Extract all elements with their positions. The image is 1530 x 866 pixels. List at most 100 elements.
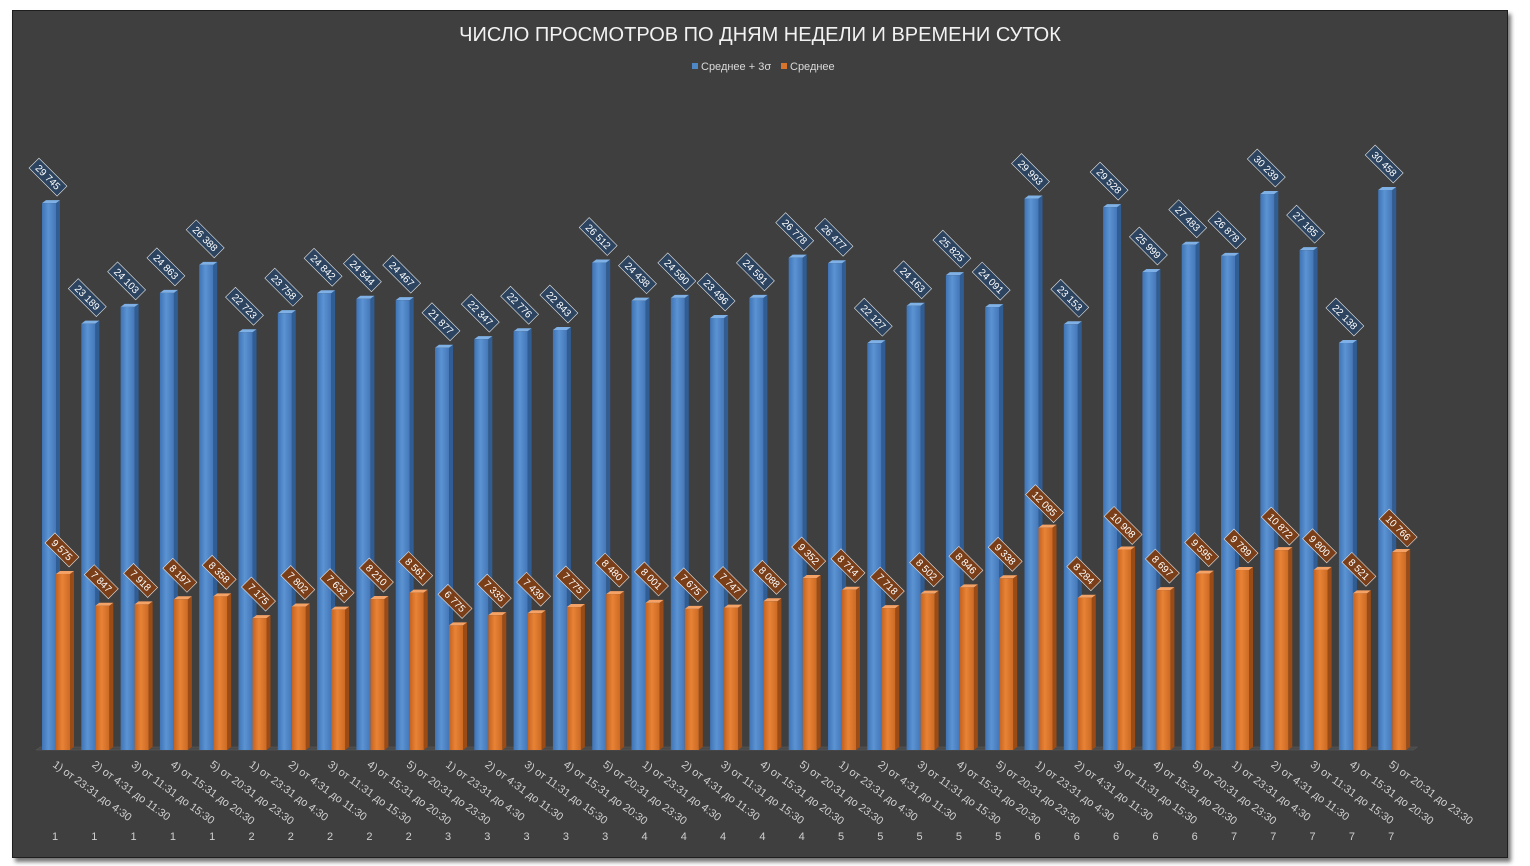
- bar-mean-10-front: [409, 592, 424, 750]
- bar-mean-30-side: [1209, 570, 1214, 750]
- bar-mean-24: [959, 584, 978, 750]
- bar-mean-3sigma-27-top: [1063, 321, 1082, 325]
- bar-mean-29: [1156, 587, 1175, 750]
- bar-mean-3sigma-31-top: [1221, 252, 1239, 256]
- data-label-mean-6: 7 175: [241, 576, 276, 612]
- bar-mean-22: [881, 605, 900, 750]
- bar-mean-15: [606, 591, 625, 750]
- data-label-mean-27-box: [1066, 556, 1102, 592]
- data-label-mean-3sigma-5: 26 388: [185, 219, 225, 259]
- data-label-mean-3sigma-34: 22 138: [1325, 297, 1365, 337]
- data-label-mean-19-box: [752, 559, 787, 595]
- data-label-mean-3sigma-13: 22 776: [500, 285, 539, 325]
- bar-mean-12-front: [488, 615, 503, 750]
- bar-mean-3sigma-35-top: [1378, 187, 1397, 190]
- bar-mean-12: [488, 612, 507, 750]
- bar-mean-30: [1195, 570, 1214, 750]
- bar-mean-28-front: [1117, 549, 1132, 750]
- day-group-label-4: 1: [170, 831, 176, 843]
- bar-mean-32-front: [1274, 550, 1289, 750]
- bar-mean-3sigma-22-front: [867, 343, 882, 750]
- bar-mean-3sigma-17-front: [670, 297, 685, 750]
- data-label-mean-3sigma-17: 24 590: [657, 252, 697, 292]
- bar-mean-35-top: [1392, 549, 1411, 553]
- bar-mean-23-side: [934, 590, 939, 750]
- bar-mean-13-side: [541, 610, 546, 750]
- bar-mean-29-front: [1156, 590, 1171, 750]
- bar-mean-3sigma-20-top: [788, 254, 807, 258]
- bar-mean-26: [1038, 524, 1057, 750]
- bar-mean-28: [1117, 546, 1136, 750]
- data-label-mean-3sigma-27: 23 153: [1050, 278, 1090, 318]
- data-label-mean-22-box: [869, 566, 905, 602]
- data-label-mean-3sigma-7: 23 758: [264, 267, 304, 307]
- bar-mean-20-side: [816, 575, 821, 750]
- data-label-mean-3sigma-29: 25 999: [1129, 226, 1168, 266]
- bar-mean-3sigma-7-front: [277, 313, 292, 750]
- bar-mean-19-top: [763, 598, 782, 602]
- bar-mean-6-top: [252, 615, 271, 619]
- data-label-mean-11-box: [437, 584, 473, 619]
- bar-mean-3-top: [134, 601, 153, 605]
- data-label-mean-3sigma-21: 26 477: [814, 217, 854, 257]
- day-group-label-17: 4: [681, 831, 687, 843]
- data-label-mean-3sigma-3: 24 103: [107, 261, 146, 301]
- data-label-mean-13-box: [516, 571, 551, 607]
- day-group-label-19: 4: [759, 831, 765, 843]
- bar-mean-3sigma-18-front: [710, 318, 725, 750]
- bar-mean-3sigma-21-front: [828, 263, 842, 750]
- bar-mean-17-front: [684, 608, 699, 750]
- data-label-mean-35-box: [1378, 508, 1418, 548]
- data-label-mean-1-box: [44, 532, 80, 568]
- day-group-label-11: 3: [445, 831, 451, 843]
- bar-mean-24-top: [959, 584, 978, 588]
- data-label-mean-3sigma-19: 24 591: [736, 252, 775, 292]
- bar-mean-24-side: [973, 584, 978, 750]
- day-group-label-30: 6: [1192, 831, 1198, 843]
- data-label-mean-3sigma-24: 25 825: [932, 229, 972, 269]
- data-label-mean-3sigma-20: 26 778: [775, 212, 815, 252]
- bar-mean-22-top: [881, 605, 900, 609]
- bar-mean-12-top: [488, 612, 507, 616]
- bar-mean-3sigma-9-top: [356, 295, 375, 299]
- bar-mean-7-front: [291, 606, 306, 750]
- data-label-mean-5-box: [201, 554, 237, 590]
- day-group-label-23: 5: [917, 831, 923, 843]
- data-label-mean-3sigma-11-box: [421, 302, 461, 342]
- bar-mean-16-side: [659, 599, 664, 750]
- bar-mean-21-top: [842, 586, 860, 590]
- bar-mean-3: [134, 601, 153, 750]
- bar-mean-3sigma-24-top: [945, 272, 964, 276]
- bar-mean-3sigma-15-front: [592, 262, 607, 750]
- bar-mean-2: [95, 602, 114, 750]
- bar-mean-5-side: [227, 593, 232, 750]
- bar-mean-3sigma-29-top: [1142, 268, 1161, 272]
- data-label-mean-21-box: [830, 548, 866, 584]
- data-label-mean-3sigma-25-box: [971, 261, 1011, 301]
- data-label-mean-3sigma-10-box: [382, 254, 422, 294]
- data-label-mean-3sigma-17-box: [657, 252, 697, 292]
- bar-mean-11-side: [463, 622, 467, 750]
- day-group-label-6: 2: [248, 831, 254, 843]
- bar-mean-3sigma-16-front: [631, 300, 646, 750]
- bar-mean-25-front: [999, 578, 1014, 750]
- bar-mean-25-side: [1013, 575, 1018, 750]
- data-label-mean-3sigma-6: 22 723: [225, 286, 264, 326]
- bar-mean-30-front: [1195, 573, 1210, 750]
- bar-mean-29-side: [1170, 587, 1175, 750]
- data-label-mean-3sigma-25: 24 091: [971, 261, 1011, 301]
- data-label-mean-3sigma-1: 29 745: [28, 157, 68, 197]
- chart-title: ЧИСЛО ПРОСМОТРОВ ПО ДНЯМ НЕДЕЛИ И ВРЕМЕН…: [459, 24, 1061, 46]
- data-label-mean-3sigma-23: 24 163: [893, 260, 932, 300]
- bar-mean-3sigma-25-front: [985, 307, 1000, 750]
- bar-mean-3sigma-18-top: [710, 315, 729, 319]
- bar-mean-3sigma-6-front: [238, 332, 253, 750]
- bar-mean-6-front: [252, 618, 267, 750]
- bar-mean-25-top: [999, 575, 1018, 579]
- bar-mean-3sigma-31-front: [1221, 255, 1235, 751]
- day-group-label-25: 5: [995, 831, 1001, 843]
- bar-mean-1: [56, 570, 74, 750]
- data-label-mean-9-box: [359, 557, 394, 593]
- bar-mean-34-side: [1366, 590, 1371, 750]
- data-label-mean-17-box: [673, 567, 709, 603]
